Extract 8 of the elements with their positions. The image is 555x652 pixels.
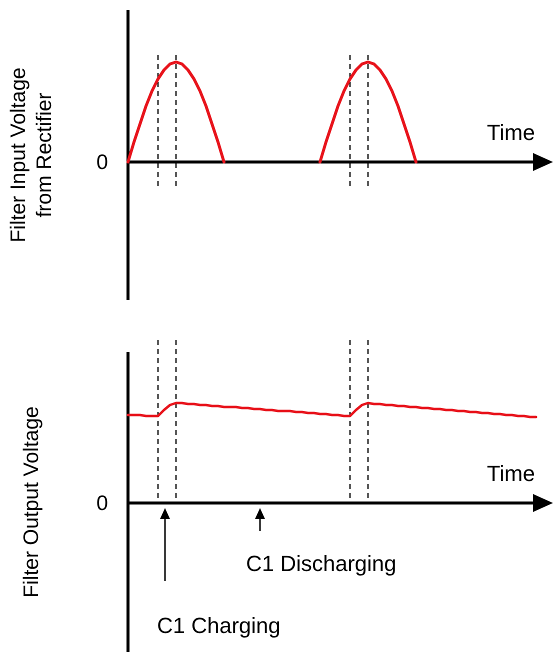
text: 0	[96, 492, 108, 515]
y-axis-title: Filter Output Voltage	[20, 406, 43, 598]
x-axis-title: Time	[486, 120, 535, 145]
text: C1 Charging	[157, 613, 281, 638]
text: 0	[96, 151, 108, 174]
y-axis-title: Filter Input Voltage from Rectifier	[7, 67, 56, 243]
text: C1 Discharging	[246, 551, 396, 576]
x-axis-title: Time	[486, 461, 535, 486]
